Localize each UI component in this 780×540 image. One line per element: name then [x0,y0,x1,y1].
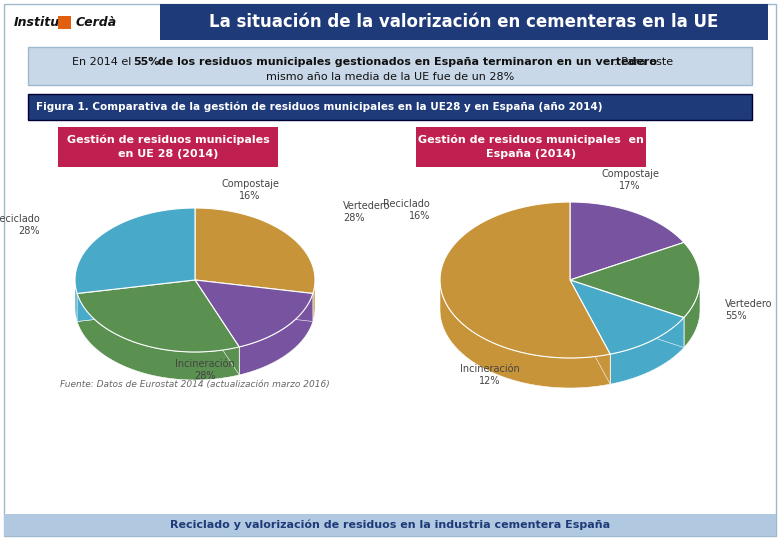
Polygon shape [570,280,684,348]
FancyBboxPatch shape [58,16,71,29]
Text: mismo año la media de la UE fue de un 28%: mismo año la media de la UE fue de un 28… [266,72,514,82]
Text: Figura 1. Comparativa de la gestión de residuos municipales en la UE28 y en Espa: Figura 1. Comparativa de la gestión de r… [36,102,602,112]
Text: En 2014 el: En 2014 el [72,57,135,67]
Text: de los residuos municipales gestionados en España terminaron en un vertedero: de los residuos municipales gestionados … [154,57,657,67]
FancyBboxPatch shape [4,4,776,536]
Text: Vertedero
28%: Vertedero 28% [343,201,391,223]
Text: La situación de la valorización en cementeras en la UE: La situación de la valorización en cemen… [209,13,718,31]
FancyBboxPatch shape [58,127,278,167]
Polygon shape [77,294,239,380]
Text: Incineración
12%: Incineración 12% [460,364,520,386]
Polygon shape [440,281,610,388]
Polygon shape [195,208,315,294]
Polygon shape [570,280,610,384]
Text: . Para este: . Para este [614,57,673,67]
Polygon shape [570,202,684,280]
Polygon shape [610,318,684,384]
Text: Institut: Institut [14,16,66,29]
Text: Fuente: Datos de Eurostat 2014 (actualización marzo 2016): Fuente: Datos de Eurostat 2014 (actualiz… [60,381,330,389]
Polygon shape [77,280,195,321]
Polygon shape [570,280,684,348]
Polygon shape [195,280,313,321]
Polygon shape [77,280,239,352]
Text: Gestión de residuos municipales
en UE 28 (2014): Gestión de residuos municipales en UE 28… [66,135,269,159]
Text: Gestión de residuos municipales  en
España (2014): Gestión de residuos municipales en Españ… [418,135,644,159]
FancyBboxPatch shape [28,94,752,120]
Polygon shape [195,280,313,321]
Text: Incineración
28%: Incineración 28% [176,359,235,381]
Polygon shape [684,281,700,348]
Polygon shape [195,280,313,347]
Polygon shape [239,294,313,375]
Polygon shape [77,280,195,321]
Polygon shape [75,281,77,321]
Polygon shape [75,208,195,294]
FancyBboxPatch shape [4,514,776,536]
FancyBboxPatch shape [416,127,646,167]
Text: Compostaje
16%: Compostaje 16% [221,179,279,201]
Polygon shape [195,280,239,375]
Polygon shape [313,281,315,321]
Text: 55%: 55% [133,57,159,67]
FancyBboxPatch shape [160,4,768,40]
FancyBboxPatch shape [28,47,752,85]
Text: Reciclado y valorización de residuos en la industria cementera España: Reciclado y valorización de residuos en … [170,519,610,530]
Polygon shape [440,202,610,358]
Text: Reciclado
16%: Reciclado 16% [383,199,430,221]
Polygon shape [570,280,610,384]
Text: Compostaje
17%: Compostaje 17% [601,169,659,191]
Polygon shape [570,280,684,354]
Text: Vertedero
55%: Vertedero 55% [725,299,772,321]
Polygon shape [195,280,239,375]
Text: Cerdà: Cerdà [76,16,117,29]
Polygon shape [570,242,700,318]
Text: Reciclado
28%: Reciclado 28% [0,214,40,236]
